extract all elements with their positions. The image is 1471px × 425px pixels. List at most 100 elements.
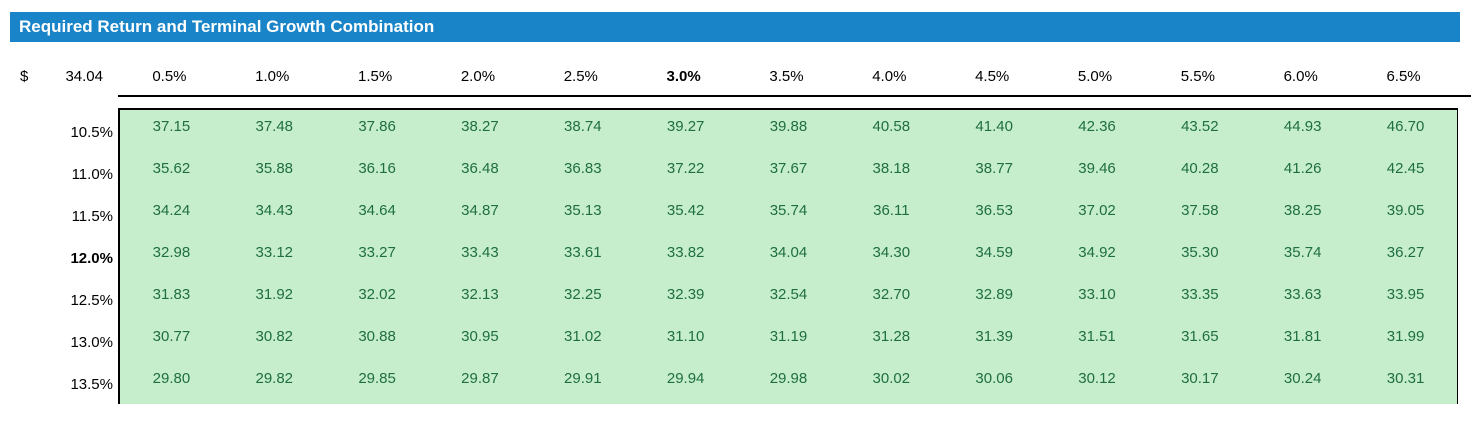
col-header: 2.5% — [563, 68, 598, 85]
value-cell: 30.77 — [152, 328, 191, 345]
value-cell: 35.74 — [1283, 244, 1322, 261]
value-cell: 29.80 — [152, 370, 191, 387]
value-cell: 36.53 — [975, 202, 1013, 219]
value-cell: 39.88 — [769, 118, 808, 135]
value-cell: 33.63 — [1283, 286, 1322, 303]
value-cell: 38.77 — [975, 160, 1013, 177]
value-cell: 38.25 — [1283, 202, 1322, 219]
value-cell: 38.27 — [461, 118, 499, 135]
value-cell: 34.64 — [358, 202, 396, 219]
value-cell: 29.82 — [255, 370, 294, 387]
value-cell: 33.61 — [564, 244, 602, 261]
value-cell: 36.83 — [564, 160, 602, 177]
value-cell: 35.30 — [1181, 244, 1219, 261]
col-header: 5.5% — [1180, 68, 1215, 85]
value-cell: 41.26 — [1283, 160, 1322, 177]
value-cell: 33.10 — [1078, 286, 1116, 303]
value-cell: 31.83 — [152, 286, 191, 303]
value-cell: 43.52 — [1181, 118, 1219, 135]
value-cell: 37.22 — [666, 160, 705, 177]
value-cell: 38.74 — [564, 118, 602, 135]
value-cell: 35.42 — [666, 202, 705, 219]
value-cell: 31.51 — [1078, 328, 1116, 345]
value-cell: 46.70 — [1386, 118, 1425, 135]
value-cell: 39.46 — [1078, 160, 1116, 177]
value-cell: 32.98 — [152, 244, 191, 261]
value-cell: 34.59 — [975, 244, 1013, 261]
base-price-cell: $ 34.04 — [0, 60, 118, 97]
value-cell: 37.02 — [1078, 202, 1116, 219]
currency-symbol: $ — [20, 68, 29, 85]
row-header: 13.5% — [70, 376, 113, 393]
value-cell: 37.67 — [769, 160, 808, 177]
sensitivity-value-grid: 37.15 37.48 37.86 38.27 38.74 39.27 39.88 40.58… — [118, 108, 1458, 404]
value-cell: 31.10 — [666, 328, 705, 345]
value-cell: 33.95 — [1386, 286, 1425, 303]
value-cell: 31.39 — [975, 328, 1013, 345]
value-cell: 30.06 — [975, 370, 1013, 387]
value-cell: 31.65 — [1181, 328, 1219, 345]
row-header: 12.0% — [70, 250, 113, 267]
value-cell: 29.87 — [461, 370, 499, 387]
value-cell: 31.92 — [255, 286, 294, 303]
value-cell: 32.70 — [872, 286, 911, 303]
value-cell: 41.40 — [975, 118, 1013, 135]
value-cell: 31.81 — [1283, 328, 1322, 345]
col-header: 0.5% — [152, 68, 187, 85]
value-cell: 32.25 — [564, 286, 602, 303]
value-cell: 30.17 — [1181, 370, 1219, 387]
col-header: 3.5% — [769, 68, 804, 85]
value-cell: 36.27 — [1386, 244, 1425, 261]
value-cell: 29.85 — [358, 370, 396, 387]
value-cell: 35.62 — [152, 160, 191, 177]
row-header: 11.5% — [71, 208, 113, 225]
value-cell: 42.45 — [1386, 160, 1425, 177]
row-header: 12.5% — [70, 292, 113, 309]
value-cell: 33.35 — [1181, 286, 1219, 303]
row-header: 13.0% — [70, 334, 113, 351]
value-cell: 29.98 — [769, 370, 808, 387]
value-cell: 37.58 — [1181, 202, 1219, 219]
value-cell: 29.91 — [564, 370, 602, 387]
value-cell: 39.05 — [1386, 202, 1425, 219]
value-cell: 32.89 — [975, 286, 1013, 303]
value-cell: 40.28 — [1181, 160, 1219, 177]
value-cell: 31.28 — [872, 328, 911, 345]
sensitivity-table-header: $ 34.04 0.5% 1.0% 1.5% 2.0% 2.5% 3.0% 3.5% 4.0%… — [0, 60, 1471, 97]
row-header: 10.5% — [70, 124, 113, 141]
row-header: 11.0% — [71, 166, 113, 183]
value-cell: 36.16 — [358, 160, 396, 177]
value-cell: 32.54 — [769, 286, 808, 303]
section-title-bar: Required Return and Terminal Growth Comb… — [10, 12, 1460, 42]
value-cell: 37.86 — [358, 118, 396, 135]
value-cell: 36.11 — [873, 202, 910, 219]
value-cell: 33.82 — [666, 244, 705, 261]
value-cell: 32.13 — [461, 286, 499, 303]
required-return-labels: 10.5% 11.0% 11.5% 12.0% 12.5% 13.0% 13.5% — [0, 108, 118, 404]
col-header: 3.0% — [666, 68, 701, 85]
value-cell: 34.24 — [152, 202, 191, 219]
value-cell: 35.74 — [769, 202, 808, 219]
base-price-value: 34.04 — [65, 68, 103, 85]
value-cell: 36.48 — [461, 160, 499, 177]
sensitivity-table-body: 10.5% 11.0% 11.5% 12.0% 12.5% 13.0% 13.5% 37.1… — [0, 108, 1458, 404]
col-header: 6.5% — [1386, 68, 1421, 85]
terminal-growth-headers: 0.5% 1.0% 1.5% 2.0% 2.5% 3.0% 3.5% 4.0% 4.5% 5.0%… — [118, 60, 1471, 97]
value-cell: 30.95 — [461, 328, 499, 345]
value-cell: 30.82 — [255, 328, 294, 345]
value-cell: 32.02 — [358, 286, 396, 303]
col-header: 4.5% — [975, 68, 1010, 85]
value-cell: 30.31 — [1386, 370, 1425, 387]
value-cell: 31.19 — [769, 328, 808, 345]
value-cell: 30.02 — [872, 370, 911, 387]
col-header: 1.0% — [255, 68, 290, 85]
value-cell: 38.18 — [872, 160, 911, 177]
col-header: 4.0% — [872, 68, 907, 85]
value-cell: 40.58 — [872, 118, 911, 135]
value-cell: 30.12 — [1078, 370, 1116, 387]
col-header: 2.0% — [460, 68, 496, 85]
value-cell: 39.27 — [666, 118, 705, 135]
value-cell: 37.15 — [152, 118, 191, 135]
value-cell: 30.24 — [1283, 370, 1322, 387]
value-cell: 32.39 — [666, 286, 705, 303]
